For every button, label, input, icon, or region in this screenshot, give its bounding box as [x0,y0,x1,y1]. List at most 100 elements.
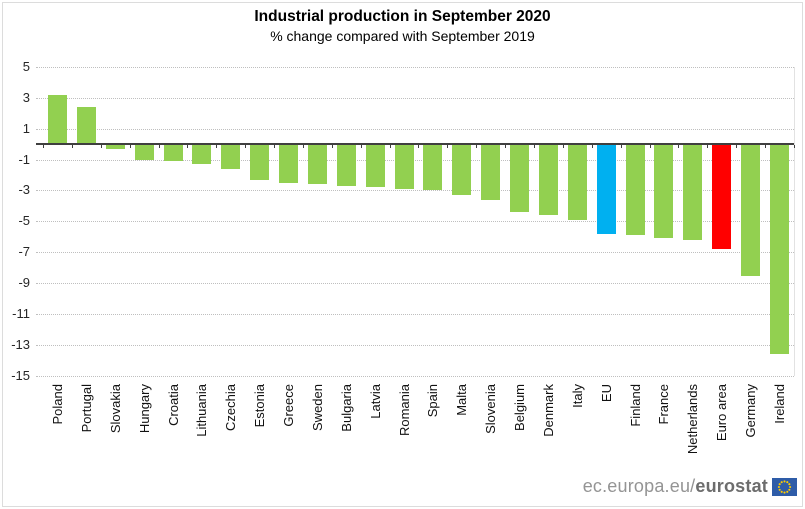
x-axis-tick-mark [302,145,304,148]
x-axis-category-label: Poland [49,384,65,425]
chart-title: Industrial production in September 2020 [254,8,551,25]
x-axis-category-label: Germany [743,384,759,438]
x-axis-category-label: Netherlands [685,384,701,455]
footer-url-prefix: ec.europa.eu/ [582,476,696,496]
x-axis-tick-mark [447,145,449,148]
bar-sweden [307,144,327,185]
bar-greece [279,144,298,183]
chart-subtitle: % change compared with September 2019 [270,28,535,44]
footer-branding: ec.europa.eu/eurostat [583,476,797,497]
x-axis-category-label: Croatia [165,384,181,426]
bar-poland [47,94,67,144]
x-axis-tick-mark [43,145,44,148]
x-axis-category-label: Lithuania [194,384,210,437]
x-axis-category-label: Slovakia [107,384,123,434]
y-axis-tick-label: -3 [18,182,30,198]
bar-estonia [250,144,270,180]
x-axis-category-label: Denmark [540,384,556,437]
bar-denmark [538,144,558,216]
y-axis-tick-label: -9 [18,275,30,291]
bar-romania [394,144,414,189]
x-axis-category-label: Belgium [512,384,527,431]
gridline [36,376,794,378]
bar-italy [567,144,587,220]
x-axis-tick-mark [620,145,622,148]
x-axis-zero-line [36,143,794,145]
plot-right-border [794,66,795,376]
x-axis-tick-mark [158,145,160,148]
y-axis-tick-label: -5 [18,213,30,229]
x-axis-tick-mark [649,145,651,148]
x-axis-tick-mark [678,145,680,148]
bar-malta [452,144,472,196]
bar-lithuania [192,144,212,165]
x-axis-tick-mark [331,145,333,148]
x-axis-tick-mark [71,145,73,148]
gridline [36,252,794,254]
x-axis-category-label: Czechia [223,384,239,431]
x-axis-category-label: Finland [627,384,643,427]
y-axis-tick-label: -13 [11,337,30,353]
x-axis-tick-mark [187,145,189,148]
gridline [36,128,794,130]
x-axis-tick-mark [274,145,275,148]
x-axis-category-label: Bulgaria [338,384,354,432]
x-axis-tick-mark [476,145,478,148]
gridline [36,345,794,347]
bar-belgium [510,144,529,213]
x-axis-tick-mark [129,145,131,148]
x-axis-category-label: Italy [569,384,585,408]
gridline [36,314,794,316]
gridline [36,283,794,285]
x-axis-category-label: Spain [425,384,441,418]
x-axis-tick-mark [360,145,362,148]
x-axis-category-label: Greece [281,384,296,427]
bar-eu [596,144,616,234]
gridline [36,159,794,161]
x-axis-tick-mark [765,145,766,148]
x-axis-category-label: Hungary [136,384,152,434]
y-axis-tick-label: -7 [18,244,30,260]
bar-slovenia [481,144,501,200]
y-axis-tick-label: -1 [18,151,30,167]
bar-france [654,144,674,239]
x-axis-tick-mark [707,145,709,148]
y-axis-tick-label: 1 [22,120,30,136]
x-axis-tick-mark [736,145,738,148]
bar-spain [423,144,443,191]
gridline [36,97,794,99]
bar-ireland [769,144,789,355]
x-axis-category-label: EU [598,384,614,403]
x-axis-category-label: Latvia [367,384,383,419]
x-axis-tick-mark [505,145,507,148]
bar-latvia [365,144,385,188]
bar-slovakia [105,144,125,149]
x-axis-tick-mark [100,145,102,148]
x-axis-tick-mark [245,145,247,148]
bar-hungary [134,144,154,160]
x-axis-category-label: Euro area [714,384,730,442]
x-axis-category-label: Sweden [309,384,325,431]
eu-flag-icon [772,477,797,496]
y-axis-tick-label: 3 [22,89,30,105]
bar-bulgaria [336,144,356,186]
y-axis-tick-label: 5 [22,58,30,74]
x-axis-category-label: Ireland [771,384,787,424]
bar-croatia [163,144,183,161]
bar-euro-area [712,144,732,250]
x-axis-category-label: France [656,384,672,425]
footer-url-bold: eurostat [695,476,768,496]
bar-germany [741,144,761,276]
gridline [36,221,794,223]
gridline [36,66,794,68]
x-axis-category-label: Slovenia [483,384,499,434]
y-axis-tick-label: -11 [12,306,30,322]
bar-czechia [221,144,241,169]
x-axis-tick-mark [418,145,420,148]
x-axis-tick-mark [793,145,795,148]
x-axis-tick-mark [591,145,593,148]
x-axis-tick-mark [562,145,564,148]
x-axis-tick-mark [534,145,535,148]
bar-portugal [76,106,96,144]
